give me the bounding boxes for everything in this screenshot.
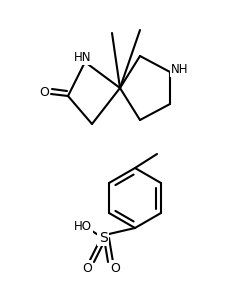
Text: NH: NH: [171, 62, 188, 76]
Text: O: O: [82, 262, 92, 274]
Text: S: S: [98, 231, 107, 245]
Text: HO: HO: [74, 219, 92, 233]
Text: O: O: [39, 85, 49, 99]
Text: HN: HN: [74, 50, 91, 64]
Text: O: O: [110, 262, 119, 274]
